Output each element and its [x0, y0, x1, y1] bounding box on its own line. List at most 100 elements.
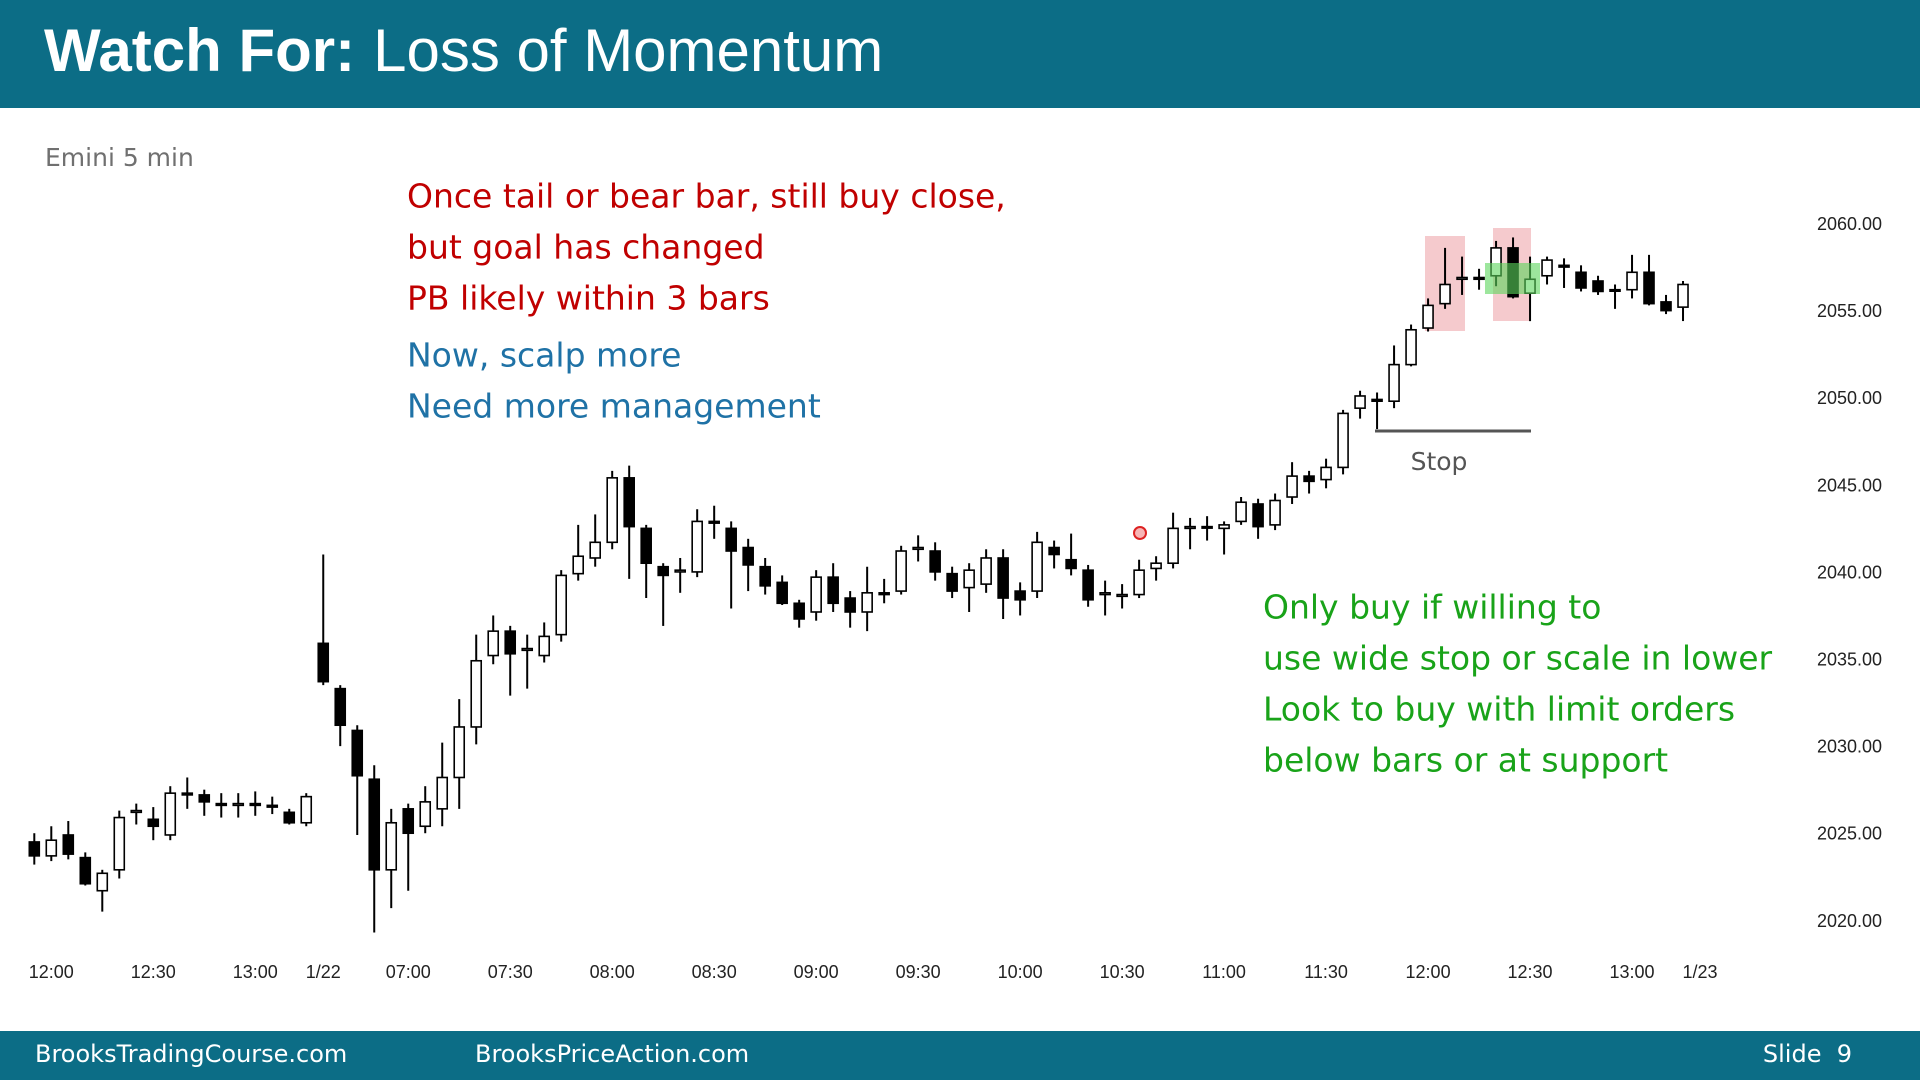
candle-body: [351, 729, 364, 777]
highlight-box: [1485, 263, 1540, 294]
candle-body: [810, 576, 822, 613]
candle-body: [232, 802, 245, 807]
candle-body: [1252, 503, 1264, 528]
y-tick-label: 2030.00: [1817, 737, 1882, 757]
candle-body: [113, 816, 126, 871]
chart-subtitle: Emini 5 min: [45, 143, 194, 172]
candle-body: [436, 776, 449, 810]
annotation-line: below bars or at support: [1263, 741, 1668, 780]
candle-body: [283, 811, 296, 824]
candle-body: [1456, 276, 1468, 281]
candle-body: [844, 597, 856, 613]
candle-body: [385, 821, 398, 871]
candle-body: [827, 576, 839, 605]
candle-body: [1303, 475, 1315, 483]
cursor-dot: [1133, 526, 1147, 540]
candle-body: [45, 839, 58, 857]
candle-body: [1439, 283, 1451, 305]
candle-body: [572, 555, 585, 575]
candle-body: [147, 818, 160, 828]
candle-body: [300, 795, 313, 824]
candle-body: [929, 550, 941, 573]
footer-bar: [0, 1031, 1920, 1080]
x-tick-label: 12:00: [29, 962, 74, 982]
candle-body: [1337, 412, 1349, 469]
candle-body: [963, 569, 975, 589]
candle-body: [368, 778, 381, 871]
candle-body: [946, 572, 958, 592]
candle-body: [1626, 271, 1638, 291]
candle-body: [1099, 592, 1111, 596]
candle-body: [1388, 363, 1400, 402]
annotation-line: Look to buy with limit orders: [1263, 690, 1735, 729]
candle-body: [1150, 562, 1162, 570]
footer-slide: Slide 9: [1763, 1040, 1852, 1068]
x-tick-label: 1/23: [1682, 962, 1717, 982]
x-tick-label: 09:30: [896, 962, 941, 982]
candle-body: [1218, 524, 1230, 530]
candle-body: [1643, 271, 1655, 305]
candle-body: [1031, 541, 1043, 592]
y-tick-label: 2055.00: [1817, 301, 1882, 321]
candle-body: [589, 541, 602, 559]
x-tick-label: 09:00: [794, 962, 839, 982]
title-main: Loss of Momentum: [373, 17, 883, 84]
candle-body: [776, 581, 788, 605]
candle-body: [538, 635, 551, 657]
candle-body: [334, 687, 347, 727]
candle-body: [249, 802, 262, 807]
x-tick-label: 12:30: [1508, 962, 1553, 982]
candle-body: [317, 642, 330, 683]
candle-body: [640, 527, 652, 565]
candle-body: [1371, 398, 1383, 402]
candle-body: [1541, 259, 1553, 277]
candle-body: [623, 477, 635, 528]
candle-body: [1558, 264, 1570, 268]
candle-body: [1609, 288, 1621, 293]
candle-body: [164, 792, 177, 836]
candle-body: [487, 630, 500, 657]
candle-body: [1014, 590, 1026, 601]
candle-body: [1354, 395, 1366, 409]
candle-body: [793, 602, 805, 620]
candle-body: [1082, 569, 1094, 601]
x-tick-label: 08:30: [692, 962, 737, 982]
candle-body: [1320, 466, 1332, 481]
candle-body: [96, 872, 109, 892]
candle-body: [1677, 283, 1689, 308]
candle-body: [1575, 271, 1587, 289]
x-tick-label: 08:00: [590, 962, 635, 982]
x-tick-label: 12:30: [131, 962, 176, 982]
annotation-line: Need more management: [407, 387, 821, 426]
candle-body: [1133, 569, 1145, 596]
candle-body: [725, 527, 737, 552]
footer-left: BrooksTradingCourse.com: [35, 1040, 347, 1068]
y-tick-label: 2060.00: [1817, 214, 1882, 234]
title-bold: Watch For:: [44, 17, 355, 84]
annotation-line: Only buy if willing to: [1263, 588, 1601, 627]
candle-body: [708, 520, 720, 524]
footer-middle: BrooksPriceAction.com: [475, 1040, 749, 1068]
candle-body: [181, 792, 194, 796]
x-tick-label: 13:00: [1610, 962, 1655, 982]
candle-body: [521, 647, 534, 652]
candle-body: [1048, 546, 1060, 556]
stop-label: Stop: [1411, 447, 1468, 476]
candle-body: [1065, 558, 1077, 570]
candle-body: [606, 477, 618, 544]
candle-body: [861, 592, 873, 613]
x-tick-label: 11:30: [1304, 962, 1348, 982]
candle-body: [1592, 280, 1604, 293]
x-tick-label: 07:30: [488, 962, 533, 982]
candle-body: [980, 557, 992, 585]
candle-body: [1116, 593, 1128, 598]
candle-body: [878, 592, 890, 596]
y-tick-label: 2025.00: [1817, 824, 1882, 844]
x-tick-label: 11:00: [1202, 962, 1246, 982]
candle-body: [674, 569, 686, 573]
annotation-line: use wide stop or scale in lower: [1263, 639, 1773, 678]
y-tick-label: 2050.00: [1817, 388, 1882, 408]
annotation-line: Now, scalp more: [407, 336, 682, 375]
candle-body: [1473, 276, 1485, 281]
